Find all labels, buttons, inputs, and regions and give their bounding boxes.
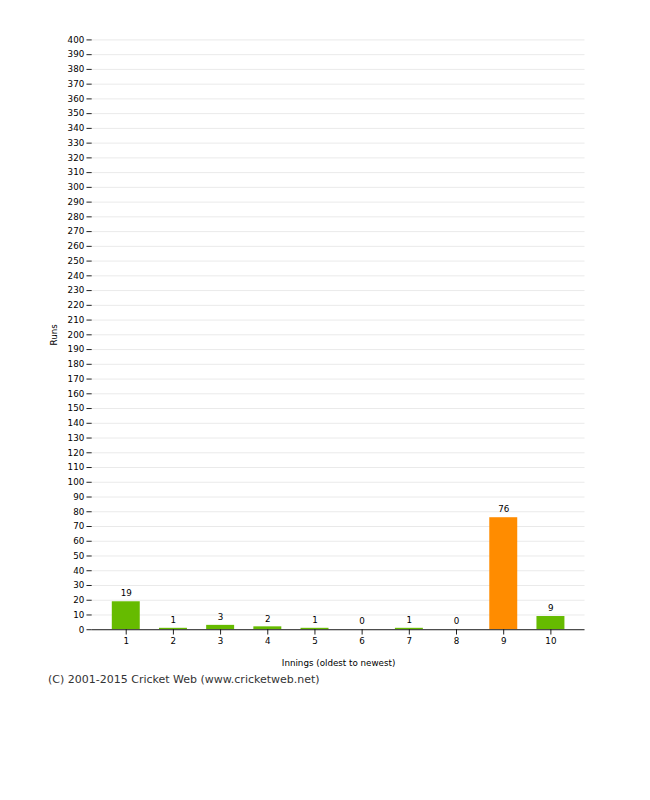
svg-text:240: 240	[68, 271, 85, 281]
svg-text:1: 1	[312, 615, 318, 625]
svg-text:370: 370	[68, 79, 85, 89]
svg-text:220: 220	[68, 300, 85, 310]
svg-text:160: 160	[68, 389, 85, 399]
svg-text:130: 130	[68, 433, 85, 443]
svg-text:70: 70	[73, 521, 84, 531]
svg-text:140: 140	[68, 418, 85, 428]
svg-text:110: 110	[68, 462, 85, 472]
svg-text:Innings (oldest to newest): Innings (oldest to newest)	[282, 658, 395, 668]
svg-text:4: 4	[265, 636, 271, 646]
svg-text:310: 310	[68, 167, 85, 177]
svg-text:270: 270	[68, 226, 85, 236]
svg-text:150: 150	[68, 403, 85, 413]
svg-text:3: 3	[218, 612, 224, 622]
svg-text:76: 76	[498, 504, 509, 514]
svg-text:390: 390	[68, 49, 85, 59]
svg-text:300: 300	[68, 182, 85, 192]
svg-text:280: 280	[68, 212, 85, 222]
svg-text:40: 40	[73, 566, 84, 576]
html-text:(C) 2001-2015 Cricket Web (www: (C) 2001-2015 Cricket Web (www.cricketwe…	[48, 672, 320, 686]
svg-text:19: 19	[121, 588, 132, 598]
svg-text:200: 200	[68, 330, 85, 340]
svg-text:30: 30	[73, 580, 84, 590]
svg-text:6: 6	[359, 636, 365, 646]
svg-text:2: 2	[171, 636, 177, 646]
svg-text:340: 340	[68, 123, 85, 133]
svg-text:380: 380	[68, 64, 85, 74]
svg-text:250: 250	[68, 256, 85, 266]
svg-text:80: 80	[73, 507, 84, 517]
svg-text:1: 1	[407, 615, 413, 625]
svg-text:9: 9	[548, 603, 554, 613]
svg-text:3: 3	[218, 636, 224, 646]
svg-text:0: 0	[359, 616, 365, 626]
svg-text:290: 290	[68, 197, 85, 207]
svg-text:100: 100	[68, 477, 85, 487]
svg-text:330: 330	[68, 138, 85, 148]
svg-text:1: 1	[171, 615, 177, 625]
svg-text:1: 1	[123, 636, 129, 646]
svg-text:170: 170	[68, 374, 85, 384]
svg-text:10: 10	[73, 610, 84, 620]
svg-text:90: 90	[73, 492, 84, 502]
svg-text:0: 0	[79, 625, 85, 635]
svg-text:260: 260	[68, 241, 85, 251]
svg-text:350: 350	[68, 108, 85, 118]
svg-text:20: 20	[73, 595, 84, 605]
svg-text:230: 230	[68, 285, 85, 295]
svg-text:190: 190	[68, 344, 85, 354]
svg-text:8: 8	[454, 636, 460, 646]
svg-text:9: 9	[501, 636, 507, 646]
svg-text:210: 210	[68, 315, 85, 325]
svg-text:Runs: Runs	[49, 324, 59, 346]
svg-text:320: 320	[68, 153, 85, 163]
svg-text:2: 2	[265, 614, 271, 624]
svg-text:7: 7	[407, 636, 413, 646]
svg-text:180: 180	[68, 359, 85, 369]
svg-text:5: 5	[312, 636, 318, 646]
svg-text:0: 0	[454, 616, 460, 626]
svg-text:400: 400	[68, 35, 85, 45]
svg-text:60: 60	[73, 536, 84, 546]
svg-text:50: 50	[73, 551, 84, 561]
svg-text:10: 10	[545, 636, 556, 646]
svg-text:360: 360	[68, 94, 85, 104]
svg-text:120: 120	[68, 448, 85, 458]
